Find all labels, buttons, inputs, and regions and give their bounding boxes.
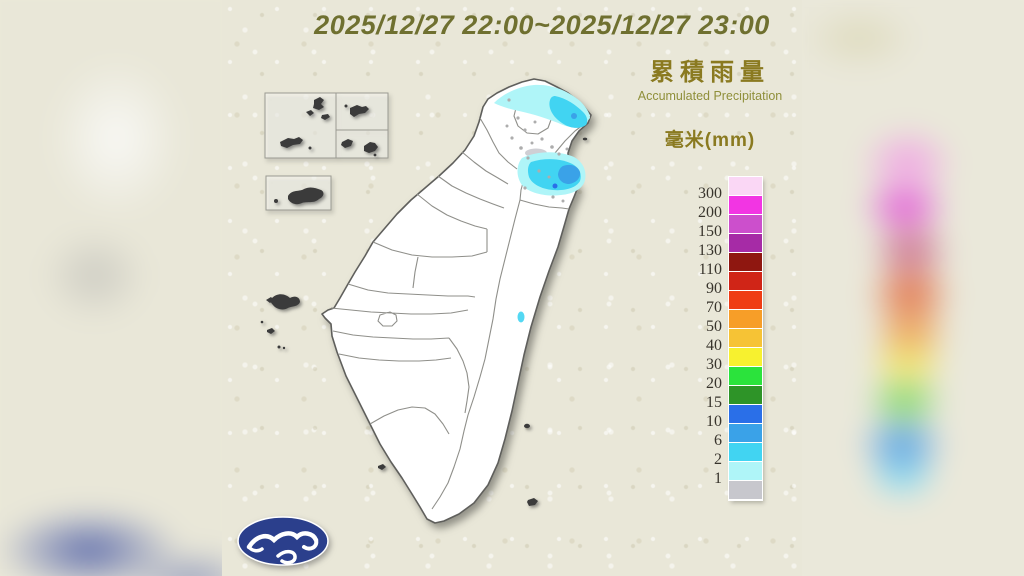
letterbox-blur-right-blobs bbox=[802, 0, 1024, 576]
logo-cloud-swirl bbox=[246, 531, 319, 565]
wuqiu-islands bbox=[341, 139, 378, 153]
legend-color-cell bbox=[729, 291, 762, 310]
kinmen-island bbox=[288, 187, 324, 205]
legend-title-zh: 累積雨量 bbox=[650, 59, 770, 86]
liuqiu-island bbox=[378, 464, 386, 470]
legend-color-bar bbox=[728, 176, 763, 501]
time-range-title: 2025/12/27 22:00~2025/12/27 23:00 bbox=[314, 10, 770, 40]
weather-bureau-logo bbox=[237, 516, 329, 566]
penghu-islet-dot-1 bbox=[277, 345, 281, 349]
legend-level-label: 110 bbox=[698, 261, 722, 278]
legend-color-cell bbox=[729, 462, 762, 481]
green-island bbox=[524, 423, 530, 429]
legend-level-label: 6 bbox=[714, 432, 722, 449]
legend-color-cell bbox=[729, 424, 762, 443]
legend-color-cell bbox=[729, 386, 762, 405]
weather-map-panel: 2025/12/27 22:00~2025/12/27 23:00 累積雨量 A… bbox=[222, 0, 802, 576]
legend-color-cell bbox=[729, 177, 762, 196]
matsu-islands bbox=[280, 97, 330, 148]
legend-level-label: 20 bbox=[706, 375, 722, 392]
precip-north-coast-cyan bbox=[549, 96, 588, 128]
taiwan-precipitation-map bbox=[237, 78, 592, 566]
precip-yilan-blue bbox=[558, 164, 581, 184]
legend-level-label: 200 bbox=[698, 204, 722, 221]
legend-level-label: 50 bbox=[706, 318, 722, 335]
legend-level-label: 15 bbox=[706, 394, 722, 411]
wuqiu-islet-dot bbox=[373, 153, 377, 157]
legend-color-cell bbox=[729, 329, 762, 348]
legend-level-label: 70 bbox=[706, 299, 722, 316]
precip-yilan-blue-dot bbox=[552, 183, 558, 189]
dongyin-islands bbox=[350, 105, 369, 117]
logo-ellipse bbox=[237, 516, 329, 566]
legend-color-cell bbox=[729, 234, 762, 253]
letterbox-blur-left-blobs bbox=[0, 0, 222, 576]
legend-color-cell bbox=[729, 405, 762, 424]
legend-color-cell bbox=[729, 443, 762, 462]
penghu-islet-dot-3 bbox=[260, 320, 264, 324]
penghu-islands bbox=[266, 294, 300, 334]
legend-level-label: 10 bbox=[706, 413, 722, 430]
legend-title-en: Accumulated Precipitation bbox=[637, 89, 783, 104]
legend-level-label: 150 bbox=[698, 223, 722, 240]
county-borders bbox=[330, 97, 588, 510]
orchid-island bbox=[527, 498, 538, 506]
kinmen-islet-dot bbox=[274, 199, 278, 203]
precip-north-blue-spot bbox=[571, 113, 577, 119]
taiwan-coastline bbox=[321, 78, 592, 524]
legend-level-label: 40 bbox=[706, 337, 722, 354]
precip-east-coast-spot bbox=[517, 311, 525, 323]
legend-level-label: 1 bbox=[714, 470, 722, 487]
legend-color-cell bbox=[729, 272, 762, 291]
legend-color-cell bbox=[729, 481, 762, 500]
legend-level-label: 2 bbox=[714, 451, 722, 468]
legend-color-scale: 300 200 150 130 110 90 70 50 40 30 20 15 10 6 2 1 bbox=[667, 176, 767, 501]
letterbox-blur-right bbox=[802, 0, 1024, 576]
legend-level-label: 130 bbox=[698, 242, 722, 259]
legend-color-cell bbox=[729, 215, 762, 234]
letterbox-blur-left bbox=[0, 0, 222, 576]
precip-trace-dots bbox=[505, 98, 569, 203]
offshore-islands bbox=[260, 97, 588, 506]
taiwan-main-island bbox=[321, 78, 592, 524]
legend-level-label: 30 bbox=[706, 356, 722, 373]
legend-color-cell bbox=[729, 196, 762, 215]
legend-header: 累積雨量 Accumulated Precipitation 毫米(mm) bbox=[630, 59, 790, 152]
legend-color-cell bbox=[729, 348, 762, 367]
dongyin-islet-dot bbox=[344, 104, 348, 108]
legend-level-label: 300 bbox=[698, 185, 722, 202]
legend-unit-label: 毫米(mm) bbox=[664, 130, 756, 152]
turtle-island bbox=[582, 137, 588, 141]
penghu-islet-dot-2 bbox=[282, 346, 286, 350]
legend-level-label: 90 bbox=[706, 280, 722, 297]
matsu-islet-dot bbox=[308, 146, 312, 150]
precipitation-layer bbox=[494, 84, 590, 323]
legend-color-cell bbox=[729, 310, 762, 329]
legend-color-cell bbox=[729, 253, 762, 272]
legend-color-cell bbox=[729, 367, 762, 386]
